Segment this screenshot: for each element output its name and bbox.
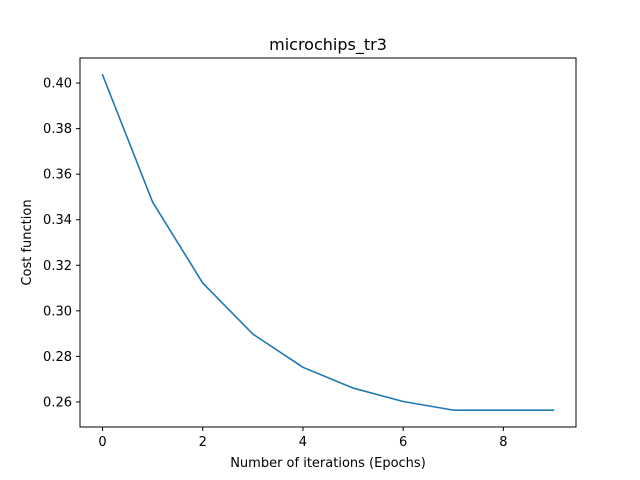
y-tick-label: 0.30 xyxy=(43,304,72,319)
x-tick-label: 4 xyxy=(299,435,307,450)
x-axis-ticks: 0 2 4 6 8 xyxy=(98,427,507,450)
y-axis-label: Cost function xyxy=(20,199,35,285)
x-axis-label: Number of iterations (Epochs) xyxy=(230,456,426,471)
y-tick-label: 0.36 xyxy=(43,168,72,183)
y-axis-ticks: 0.26 0.28 0.30 0.32 0.34 0.36 0.38 0.40 xyxy=(43,77,80,410)
y-tick-label: 0.28 xyxy=(43,350,72,365)
series-line xyxy=(101,73,555,411)
y-tick-label: 0.38 xyxy=(43,122,72,137)
x-tick-label: 6 xyxy=(399,435,407,450)
x-tick-label: 2 xyxy=(199,435,207,450)
x-tick-label: 8 xyxy=(499,435,507,450)
y-tick-label: 0.32 xyxy=(43,259,72,274)
y-tick-label: 0.26 xyxy=(43,395,72,410)
y-tick-label: 0.34 xyxy=(43,213,72,228)
chart-title: microchips_tr3 xyxy=(269,35,387,55)
y-tick-label: 0.40 xyxy=(43,77,72,92)
x-tick-label: 0 xyxy=(98,435,106,450)
plot-area xyxy=(80,58,576,427)
plot-frame xyxy=(79,57,577,428)
series-layer xyxy=(101,73,555,411)
